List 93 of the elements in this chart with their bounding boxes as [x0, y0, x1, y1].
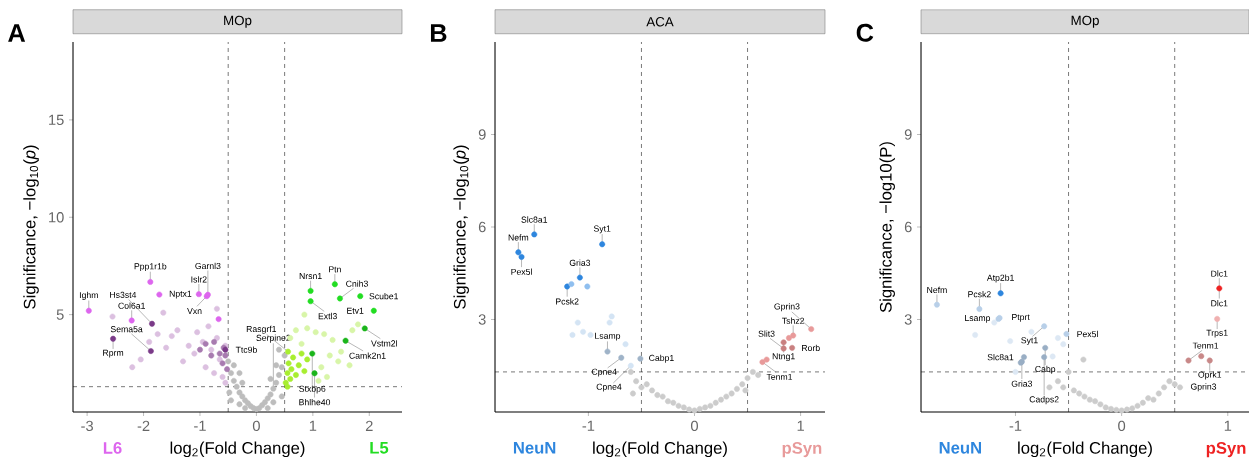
- annotation: Extl3: [318, 312, 337, 320]
- x-tick-label: -1: [1009, 420, 1022, 431]
- y-axis-title: Significance, −log10(P): [879, 142, 895, 313]
- annotation: Vstm2l: [371, 340, 397, 347]
- x-tick-label: 0: [690, 420, 698, 432]
- x-axis-title: log$_{2}$(Fold Change): [593, 441, 727, 458]
- annotation: Ttc9b: [235, 346, 257, 353]
- annotation: Gria3: [569, 259, 591, 266]
- annotation: Tshz2: [782, 317, 805, 324]
- y-tick-label: 9: [478, 129, 486, 140]
- annotation: Islr2: [191, 276, 207, 283]
- annotation: Slc8a1: [521, 216, 548, 223]
- annotation: Cnih3: [346, 280, 368, 287]
- annotation: Garnl3: [195, 262, 221, 270]
- y-tick-label: 6: [904, 221, 912, 233]
- annotation: Gprin3: [774, 303, 800, 312]
- annotation: Scube1: [369, 292, 399, 300]
- annotation: Rorb: [802, 344, 820, 352]
- text: NeuN: [939, 442, 982, 454]
- x-tick-label: -3: [81, 420, 93, 432]
- annotation: Cadps2: [1029, 396, 1059, 405]
- annotation: Col6a1: [118, 302, 145, 309]
- annotation: Lsamp: [595, 332, 621, 341]
- text: L5: [370, 442, 389, 454]
- chart-title: MOp: [1071, 15, 1099, 28]
- x-tick-label: -1: [194, 420, 206, 431]
- annotation: Ptprt: [1012, 314, 1030, 322]
- x-tick-label: 1: [797, 420, 804, 431]
- y-tick-label: 6: [478, 221, 486, 233]
- annotation: Gria3: [1011, 380, 1033, 387]
- annotation: Camk2n1: [349, 352, 386, 359]
- text: L6: [103, 442, 122, 454]
- annotation: Ptn: [329, 266, 341, 273]
- text: B: [430, 24, 447, 42]
- annotation: Nefm: [927, 286, 947, 294]
- annotation: Slit3: [758, 330, 775, 337]
- x-tick-label: 0: [252, 420, 260, 432]
- annotation: Sema5a: [110, 326, 143, 333]
- annotation: Syt1: [593, 225, 611, 234]
- x-tick-label: 0: [1118, 420, 1126, 432]
- annotation: Ntng1: [772, 353, 795, 362]
- y-tick-label: 3: [478, 314, 486, 325]
- annotation: Rprm: [103, 349, 124, 358]
- annotation: Cpne4: [596, 383, 622, 392]
- text: A: [8, 24, 26, 42]
- annotation: Dlc1: [1211, 270, 1228, 277]
- y-tick-label: 5: [56, 309, 64, 320]
- annotation: Pex5l: [1077, 330, 1098, 338]
- annotation: Trps1: [1206, 329, 1228, 338]
- annotation: Cabp1: [649, 354, 674, 363]
- annotation: Gprin3: [1190, 383, 1217, 392]
- x-axis-title: log$_{2}$(Fold Change): [1018, 441, 1152, 458]
- annotation: Dlc1: [1211, 300, 1228, 307]
- x-tick-label: -2: [137, 420, 150, 431]
- annotation: Pcsk2: [556, 298, 579, 305]
- annotation: Syt1: [1021, 337, 1038, 346]
- text: pSyn: [1206, 442, 1246, 458]
- annotation: Cabp: [1035, 365, 1056, 374]
- x-tick-label: 2: [365, 420, 373, 431]
- text: pSyn: [782, 442, 822, 458]
- y-tick-label: 15: [49, 114, 64, 126]
- annotation: Rasgrf1: [246, 325, 277, 334]
- annotation: Pcsk2: [968, 290, 991, 298]
- x-tick-label: -1: [582, 420, 595, 431]
- annotation: Ighm: [79, 291, 98, 300]
- annotation: Atp2b1: [986, 274, 1014, 283]
- annotation: Cpne4: [591, 368, 617, 377]
- annotation: Lsamp: [965, 315, 991, 323]
- y-tick-label: 9: [904, 129, 912, 140]
- annotation: Slc8a1: [987, 353, 1014, 361]
- annotation: Vxn: [187, 308, 202, 314]
- y-tick-label: 3: [904, 314, 912, 325]
- annotation: Bhlhe40: [299, 398, 331, 406]
- annotation: Hs3st4: [110, 291, 137, 298]
- chart-title: ACA: [646, 17, 674, 27]
- annotation: Ppp1r1b: [134, 263, 167, 272]
- y-tick-label: 10: [49, 212, 64, 223]
- annotation: Nrsn1: [299, 273, 322, 280]
- annotation: Serpine2: [256, 334, 291, 343]
- chart-title: MOp: [224, 15, 252, 28]
- x-axis-title: log$_{2}$(Fold Change): [170, 441, 305, 458]
- x-tick-label: 1: [309, 420, 317, 431]
- annotation: Pex5l: [511, 268, 532, 275]
- annotation: Stxbp6: [299, 385, 326, 394]
- annotation: Nefm: [508, 234, 529, 241]
- annotation: Nptx1: [169, 290, 192, 299]
- annotation: Tenm1: [766, 373, 793, 380]
- x-tick-label: 1: [1224, 420, 1232, 431]
- annotation: Etv1: [347, 307, 364, 314]
- text: C: [856, 23, 874, 42]
- text: NeuN: [513, 442, 556, 454]
- annotation: Oprk1: [1198, 371, 1222, 380]
- annotation: Tenm1: [1192, 342, 1219, 349]
